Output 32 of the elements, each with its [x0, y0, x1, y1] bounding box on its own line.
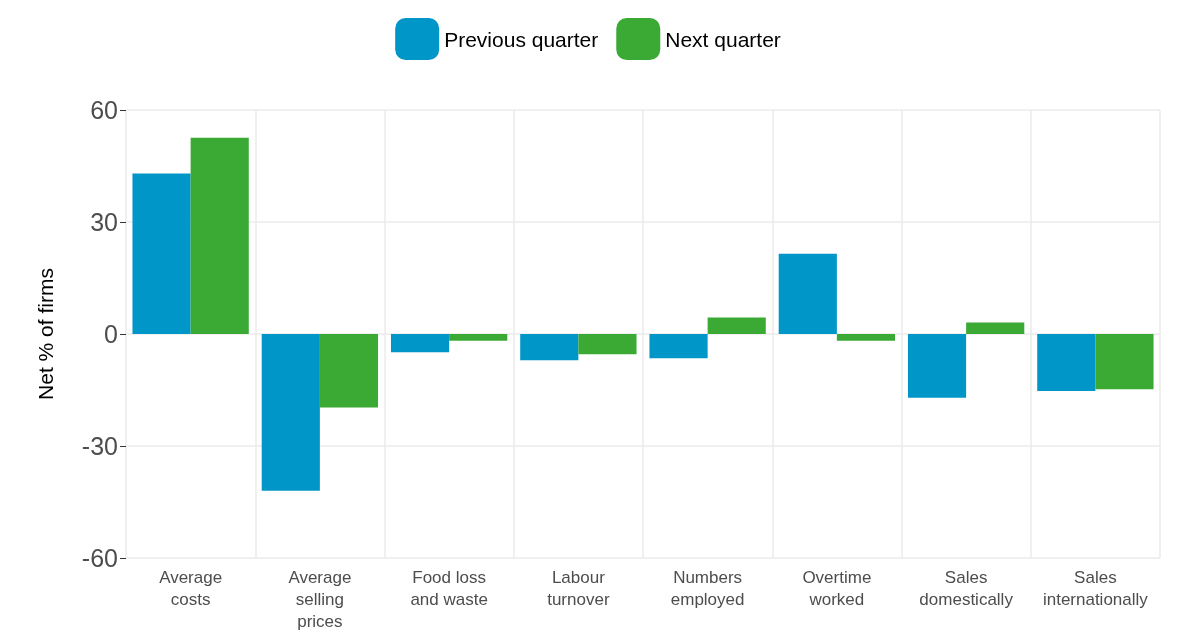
bar [778, 253, 837, 334]
y-axis-title: Net % of firms [34, 268, 57, 400]
legend-label: Previous quarter [444, 27, 599, 51]
x-tick-label: Overtime worked [802, 567, 872, 609]
y-tick-label: -30 [81, 432, 118, 460]
bar [966, 322, 1025, 334]
bar [707, 317, 766, 334]
bar [319, 334, 379, 408]
x-tick-label: Sales internationally [1042, 567, 1149, 609]
bar [449, 334, 508, 341]
y-tick-label: -60 [81, 544, 118, 572]
x-tick-label: Sales domestically [919, 567, 1014, 609]
legend-label: Next quarter [665, 27, 781, 51]
bar [907, 334, 967, 398]
bar [520, 334, 579, 361]
bar [578, 334, 637, 355]
bar [132, 173, 191, 334]
bar [390, 334, 450, 353]
bar [649, 334, 708, 359]
x-tick-label: Average selling prices [288, 567, 352, 631]
x-tick-label: Average costs [159, 567, 223, 609]
y-tick-label: 0 [104, 320, 118, 348]
x-tick-label: Food loss and waste [410, 567, 488, 609]
x-tick-label: Labour turnover [547, 567, 610, 609]
y-tick-label: 30 [90, 208, 118, 236]
bar [1037, 334, 1096, 392]
bar [836, 334, 896, 341]
y-tick-label: 60 [90, 96, 118, 124]
bar [261, 334, 320, 491]
bar [190, 137, 249, 334]
bar [1095, 334, 1154, 390]
x-tick-label: Numbers employed [670, 567, 745, 609]
